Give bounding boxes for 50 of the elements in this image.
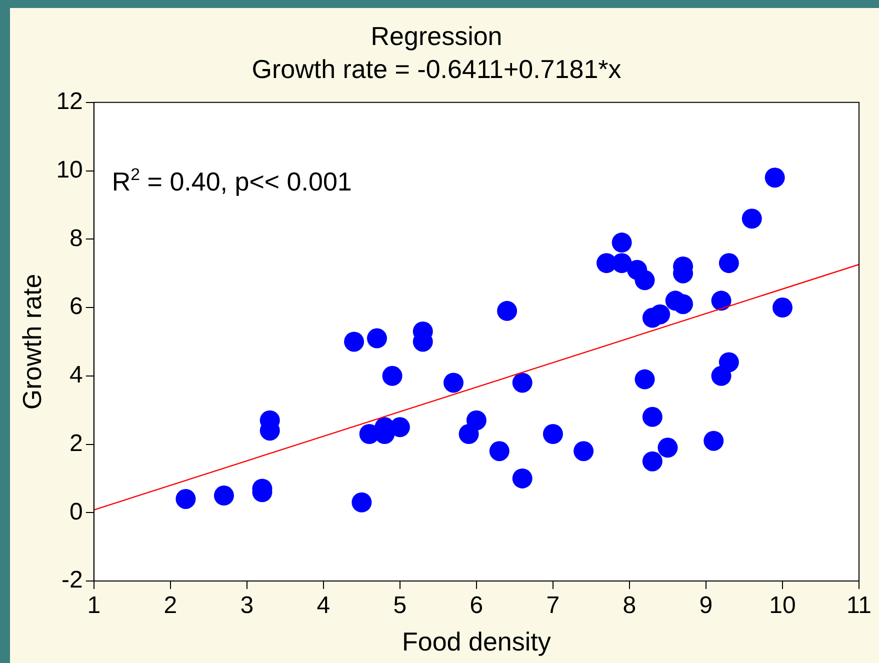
x-tick-label: 1: [87, 592, 101, 620]
x-tick-label: 6: [470, 592, 484, 620]
point: [658, 438, 678, 458]
point: [718, 352, 739, 372]
y-tick-label: 2: [70, 430, 83, 457]
x-tick-label: 11: [846, 592, 872, 620]
point: [466, 410, 486, 430]
point: [512, 468, 532, 488]
x-tick-label: 4: [316, 592, 330, 620]
point: [497, 300, 518, 321]
point: [718, 253, 739, 274]
point: [642, 451, 662, 472]
point: [352, 492, 372, 512]
point: [344, 332, 364, 352]
x-tick-label: 7: [546, 592, 560, 620]
point: [642, 406, 662, 427]
point: [742, 208, 762, 229]
point: [214, 486, 234, 506]
x-axis-title: Food density: [402, 626, 551, 657]
x-tick-label: 3: [240, 592, 254, 620]
x-tick-label: 2: [164, 592, 178, 620]
y-tick-label: 8: [70, 224, 83, 252]
point: [382, 366, 402, 386]
y-tick-label: 4: [70, 362, 83, 389]
point: [704, 430, 724, 451]
point: [176, 488, 196, 509]
point: [634, 369, 655, 390]
point: [512, 372, 532, 393]
x-tick-label: 9: [699, 592, 713, 620]
point: [764, 168, 785, 188]
point: [443, 372, 464, 393]
x-tick-label: 10: [769, 592, 796, 620]
point: [574, 441, 594, 462]
point: [612, 232, 632, 253]
point: [634, 270, 655, 290]
point: [366, 328, 387, 348]
y-tick-label: 0: [70, 498, 83, 526]
chart-title: Regression: [370, 20, 502, 51]
chart-subtitle: Growth rate = -0.6411+0.7181*x: [252, 54, 622, 84]
point: [772, 298, 792, 318]
x-tick-label: 5: [393, 592, 407, 620]
point: [489, 441, 510, 462]
y-tick-label: 10: [56, 156, 83, 184]
y-tick-label: 12: [56, 88, 83, 116]
point: [542, 424, 563, 444]
y-axis-title: Growth rate: [16, 274, 47, 410]
y-tick-label: -2: [62, 566, 83, 594]
point: [711, 290, 732, 311]
y-tick-label: 6: [70, 293, 83, 320]
x-tick-label: 8: [622, 592, 636, 620]
